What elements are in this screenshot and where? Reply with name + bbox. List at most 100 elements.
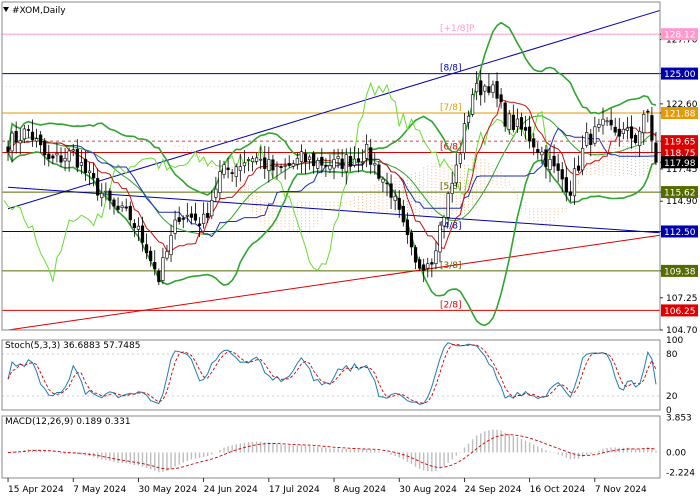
price-tag (661, 304, 698, 317)
candle-body (30, 131, 35, 141)
price-tag (661, 225, 698, 238)
candle-body (377, 164, 381, 179)
candle-body (556, 163, 560, 171)
candle-body (173, 219, 177, 234)
candle-body (63, 158, 67, 162)
candle-body (55, 153, 59, 156)
candle-body (360, 161, 365, 164)
candle-body (389, 183, 393, 198)
price-axis[interactable]: 104.70 107.25 114.90 117.45 122.60 127.70 100 8… (660, 33, 698, 479)
stochastic-panel (7, 342, 657, 405)
candle-body (71, 149, 75, 152)
candle-body (295, 157, 299, 165)
bollinger-upper (7, 21, 657, 196)
candle-body (613, 126, 617, 133)
candle-body (589, 133, 593, 145)
candle-body (499, 94, 503, 103)
panel-frames (1, 1, 661, 479)
candle-body (189, 213, 194, 218)
candle-body (418, 259, 422, 269)
candle-body (470, 94, 475, 115)
candle-body (540, 151, 544, 156)
stoch-main-line (7, 342, 657, 405)
triangle-down-icon[interactable] (3, 7, 9, 12)
candle-body (267, 159, 271, 171)
candle-body (51, 155, 55, 159)
macd-tick-label: 0.00 (666, 448, 686, 458)
candle-body (136, 225, 141, 230)
time-axis[interactable]: 15 Apr 2024 7 May 2024 30 May 2024 24 Jun 2… (7, 478, 647, 495)
candle-body (532, 138, 536, 148)
kijun-sen (7, 127, 656, 238)
price-tag-label: 112.50 (664, 228, 696, 238)
price-tag (661, 146, 698, 159)
candle-body (112, 199, 116, 207)
price-tag-label: 115.62 (664, 189, 696, 199)
candle-body (14, 131, 18, 143)
price-tick-label: 117.45 (666, 165, 698, 175)
candle-body (475, 83, 479, 93)
macd-tick-label: 3.853 (666, 413, 692, 423)
candle-body (479, 80, 483, 96)
candle-body (116, 205, 120, 210)
candle-body (34, 138, 39, 142)
murray-label: [6/8] (440, 143, 462, 153)
candle-body (10, 132, 14, 152)
price-tag-label: 117.98 (664, 159, 696, 169)
candle-body (536, 149, 540, 154)
candle-body (426, 263, 430, 269)
candle-body (348, 156, 352, 167)
candle-body (92, 173, 96, 179)
candle-body (528, 126, 532, 142)
candle-body (263, 157, 267, 169)
candle-body (153, 262, 157, 270)
candle-body (100, 193, 104, 199)
candle-body (132, 223, 136, 229)
time-tick-label: 30 Aug 2024 (399, 485, 457, 495)
candle-body (291, 163, 295, 167)
candle-body (67, 150, 71, 162)
candle-body (560, 169, 564, 180)
candle-body (523, 127, 528, 131)
candle-body (210, 200, 214, 217)
price-tag (661, 264, 698, 277)
candle-body (511, 114, 515, 130)
candle-body (597, 124, 601, 128)
time-tick-label: 24 Sep 2024 (464, 485, 521, 495)
stoch-title: Stoch(5,3,3) 36.6883 57.7485 (5, 341, 140, 351)
candle-body (218, 171, 222, 193)
candle-body (108, 190, 112, 201)
candle-body (430, 262, 434, 265)
price-tag (661, 28, 698, 41)
candle-body (340, 158, 344, 169)
candle-body (413, 247, 418, 263)
price-indicators (3, 21, 657, 327)
candle-body (18, 140, 22, 144)
candle-body (491, 84, 495, 93)
price-tag-label: 106.25 (664, 307, 696, 317)
candle-body (283, 165, 287, 167)
candle-body (83, 158, 88, 173)
candle-body (495, 81, 499, 99)
candle-body (422, 264, 426, 271)
candle-body (250, 158, 255, 163)
candle-body (385, 182, 389, 185)
candle-body (352, 158, 357, 166)
candle-body (271, 159, 275, 171)
tenkan-sen (7, 98, 657, 252)
bollinger-lower (7, 151, 657, 327)
candle-body (642, 114, 646, 134)
candle-body (202, 213, 206, 224)
candle-body (462, 123, 467, 154)
candle-body (299, 151, 304, 162)
candle-body (356, 158, 361, 163)
candles (6, 69, 658, 286)
candle-body (181, 218, 185, 220)
candle-body (279, 165, 283, 168)
candle-body (140, 225, 145, 243)
candle-body (226, 167, 230, 170)
candle-body (409, 232, 414, 248)
candle-body (26, 129, 31, 131)
